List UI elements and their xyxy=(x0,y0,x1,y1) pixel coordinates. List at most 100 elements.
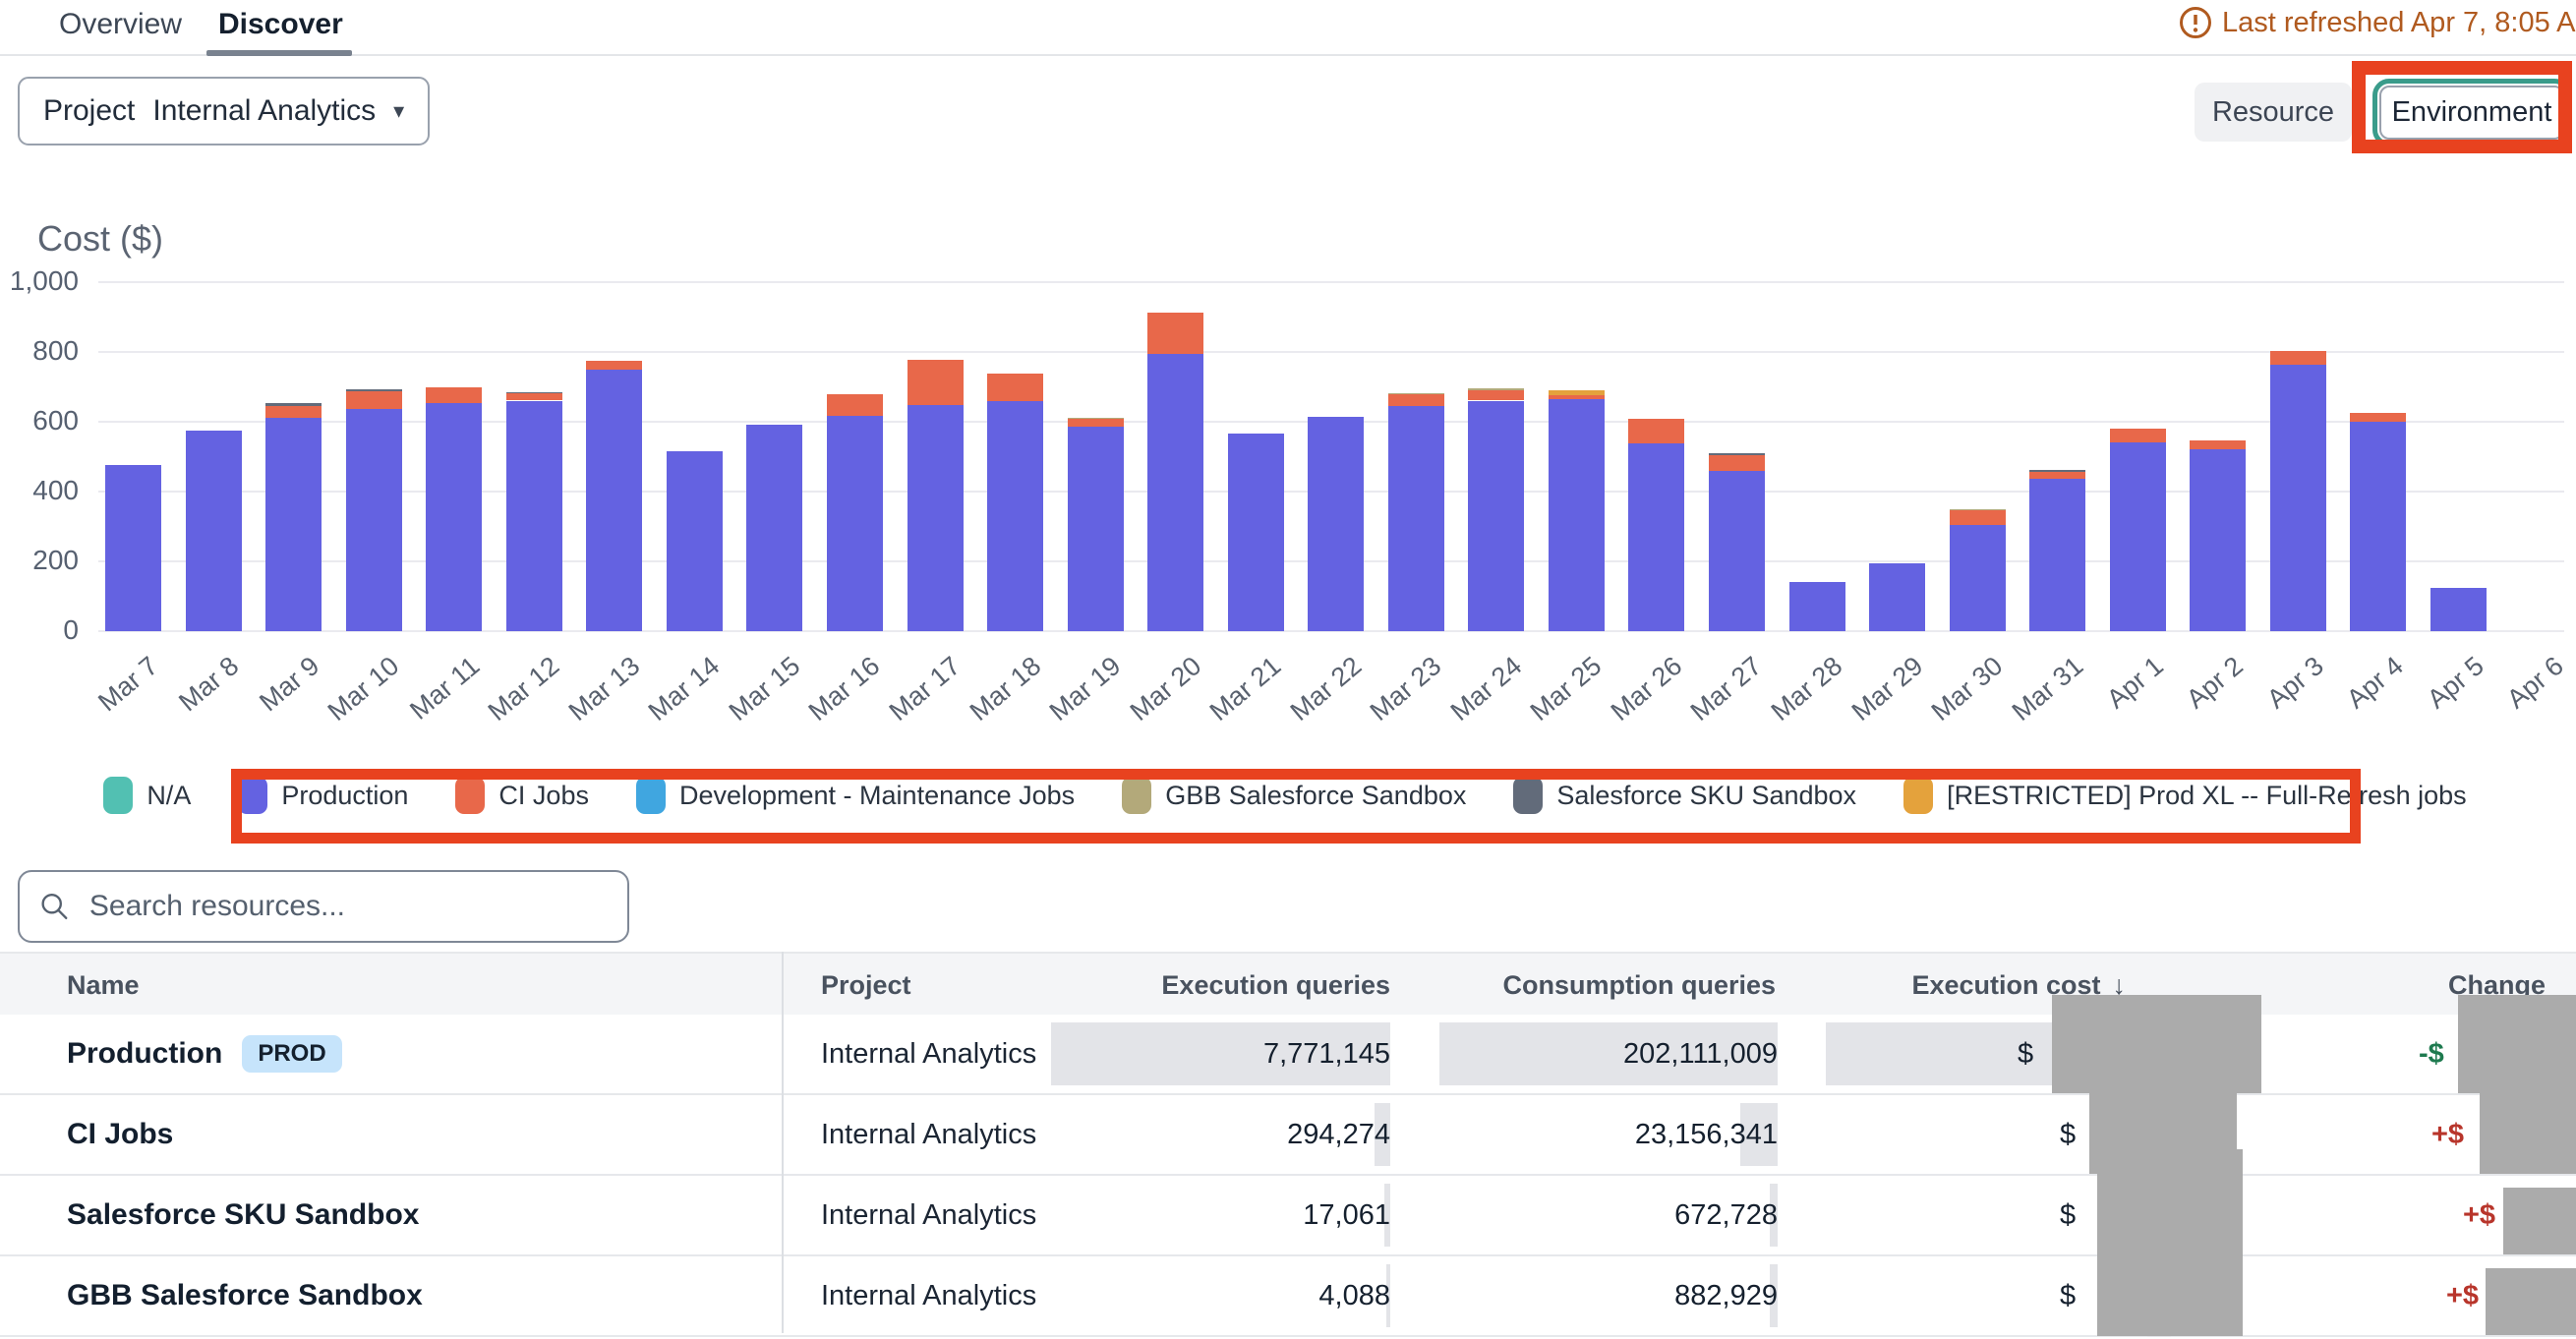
bar-segment-production[interactable] xyxy=(1468,400,1525,631)
col-header-change[interactable]: Change xyxy=(2447,969,2546,1000)
prod-badge: PROD xyxy=(242,1035,342,1073)
col-header-project[interactable]: Project xyxy=(821,969,911,1000)
x-axis-tick: Mar 7 xyxy=(92,651,164,718)
bar-segment-gbb-salesforce-sandbox[interactable] xyxy=(1067,417,1124,420)
bar-segment-gbb-salesforce-sandbox[interactable] xyxy=(1949,508,2006,511)
bar-segment-ci-jobs[interactable] xyxy=(1387,394,1444,406)
bar-segment-salesforce-sku-sandbox[interactable] xyxy=(505,391,562,394)
environment-toggle-button[interactable]: Environment xyxy=(2372,79,2571,146)
tab-overview[interactable]: Overview xyxy=(59,8,183,40)
bar-segment-salesforce-sku-sandbox[interactable] xyxy=(265,402,322,406)
x-axis-tick: Mar 30 xyxy=(1925,651,2009,728)
bar-segment-ci-jobs[interactable] xyxy=(1468,389,1525,401)
bar-segment-ci-jobs[interactable] xyxy=(265,405,322,419)
bar-segment-ci-jobs[interactable] xyxy=(2190,440,2247,450)
bar-segment-production[interactable] xyxy=(1147,354,1204,631)
col-header-consumption-queries[interactable]: Consumption queries xyxy=(1502,969,1776,1000)
bar-segment-production[interactable] xyxy=(265,418,322,631)
value-magnitude-bar xyxy=(1375,1103,1390,1166)
bar-segment--restricted-prod-xl-full-refresh-jobs[interactable] xyxy=(1548,389,1605,396)
legend-item[interactable]: GBB Salesforce Sandbox xyxy=(1122,777,1466,814)
project-filter-dropdown[interactable]: Project Internal Analytics ▾ xyxy=(18,77,431,146)
bar-segment-ci-jobs[interactable] xyxy=(1147,312,1204,355)
bar-segment-production[interactable] xyxy=(1709,470,1765,631)
bar-segment-production[interactable] xyxy=(185,430,242,631)
bar-segment-production[interactable] xyxy=(987,401,1044,631)
legend-item[interactable]: [RESTRICTED] Prod XL -- Full-Refresh job… xyxy=(1903,777,2467,814)
bar-segment-production[interactable] xyxy=(1628,442,1685,631)
x-axis-tick: Apr 5 xyxy=(2422,651,2489,715)
bar-segment-production[interactable] xyxy=(666,451,723,631)
bar-segment-production[interactable] xyxy=(1308,417,1365,631)
bar-segment-salesforce-sku-sandbox[interactable] xyxy=(345,388,402,391)
bar-segment-ci-jobs[interactable] xyxy=(2109,428,2166,443)
execution-queries-cell: 294,274 xyxy=(1287,1118,1390,1150)
resource-name-text: CI Jobs xyxy=(67,1118,174,1150)
resource-toggle-button[interactable]: Resource xyxy=(2195,83,2352,142)
resource-name[interactable]: Salesforce SKU Sandbox xyxy=(67,1176,419,1254)
search-input[interactable] xyxy=(87,889,608,924)
bar-segment-ci-jobs[interactable] xyxy=(826,394,883,417)
legend-item[interactable]: CI Jobs xyxy=(455,777,589,814)
legend-item[interactable]: Production xyxy=(238,777,408,814)
x-axis-tick: Mar 23 xyxy=(1364,651,1447,728)
legend-item[interactable]: Development - Maintenance Jobs xyxy=(635,777,1075,814)
bar-segment-ci-jobs[interactable] xyxy=(1548,395,1605,399)
bar-segment-production[interactable] xyxy=(1869,563,1926,631)
table-row[interactable]: GBB Salesforce Sandbox Internal Analytics… xyxy=(0,1232,2576,1337)
bar-segment-production[interactable] xyxy=(105,465,161,631)
bar-segment-gbb-salesforce-sandbox[interactable] xyxy=(1468,388,1525,390)
redacted-value-block xyxy=(2486,1268,2576,1335)
bar-segment-production[interactable] xyxy=(1387,405,1444,631)
tab-discover[interactable]: Discover xyxy=(218,8,343,40)
y-axis-tick: 200 xyxy=(32,544,79,575)
col-header-name[interactable]: Name xyxy=(67,969,140,1000)
col-header-execution-cost[interactable]: Execution cost ↓ xyxy=(1911,969,2126,1000)
bar-segment-production[interactable] xyxy=(345,409,402,631)
bar-segment-salesforce-sku-sandbox[interactable] xyxy=(2029,470,2086,472)
name-column-divider xyxy=(782,952,784,1333)
resource-name[interactable]: Production PROD xyxy=(67,1015,342,1093)
bar-segment-ci-jobs[interactable] xyxy=(2029,471,2086,480)
bar-segment-ci-jobs[interactable] xyxy=(1949,510,2006,526)
bar-segment-ci-jobs[interactable] xyxy=(1709,454,1765,471)
bar-segment-ci-jobs[interactable] xyxy=(2269,351,2326,366)
bar-segment-production[interactable] xyxy=(2109,442,2166,631)
legend-label: CI Jobs xyxy=(498,780,589,810)
bar-segment-production[interactable] xyxy=(426,403,483,631)
bar-segment-ci-jobs[interactable] xyxy=(586,361,643,371)
bar-segment-production[interactable] xyxy=(2029,479,2086,631)
bar-segment-production[interactable] xyxy=(746,425,803,631)
bar-segment-production[interactable] xyxy=(2190,449,2247,631)
bar-segment-ci-jobs[interactable] xyxy=(1067,419,1124,428)
resource-name[interactable]: GBB Salesforce Sandbox xyxy=(67,1256,423,1335)
bar-segment-production[interactable] xyxy=(505,400,562,631)
bar-segment-production[interactable] xyxy=(586,370,643,631)
legend-item[interactable]: Salesforce SKU Sandbox xyxy=(1513,777,1856,814)
bar-segment-production[interactable] xyxy=(907,404,964,631)
bar-segment-ci-jobs[interactable] xyxy=(426,387,483,404)
bar-segment-production[interactable] xyxy=(1548,398,1605,631)
bar-segment-salesforce-sku-sandbox[interactable] xyxy=(1709,453,1765,455)
bar-segment-production[interactable] xyxy=(2269,365,2326,631)
bar-segment-production[interactable] xyxy=(2430,587,2487,631)
bar-segment-production[interactable] xyxy=(1067,427,1124,631)
bar-segment-ci-jobs[interactable] xyxy=(505,393,562,401)
bar-segment-production[interactable] xyxy=(2350,421,2407,631)
bar-segment-production[interactable] xyxy=(1949,525,2006,631)
last-refreshed-status: Last refreshed Apr 7, 8:05 AM PDT xyxy=(2179,6,2576,39)
x-axis-tick: Mar 8 xyxy=(173,651,245,718)
bar-segment-ci-jobs[interactable] xyxy=(2350,412,2407,422)
bar-segment-ci-jobs[interactable] xyxy=(907,360,964,405)
col-header-execution-queries[interactable]: Execution queries xyxy=(1161,969,1390,1000)
bar-segment-production[interactable] xyxy=(1788,582,1845,631)
bar-segment-ci-jobs[interactable] xyxy=(987,373,1044,402)
table-row[interactable]: Production PROD Internal Analytics 7,771,14… xyxy=(0,995,2576,1095)
resource-name[interactable]: CI Jobs xyxy=(67,1095,173,1174)
bar-segment-ci-jobs[interactable] xyxy=(345,390,402,410)
bar-segment-production[interactable] xyxy=(1227,433,1284,631)
bar-segment-production[interactable] xyxy=(826,416,883,631)
bar-segment-ci-jobs[interactable] xyxy=(1628,418,1685,443)
bar-segment-gbb-salesforce-sandbox[interactable] xyxy=(1387,392,1444,395)
legend-item[interactable]: N/A xyxy=(103,777,191,814)
